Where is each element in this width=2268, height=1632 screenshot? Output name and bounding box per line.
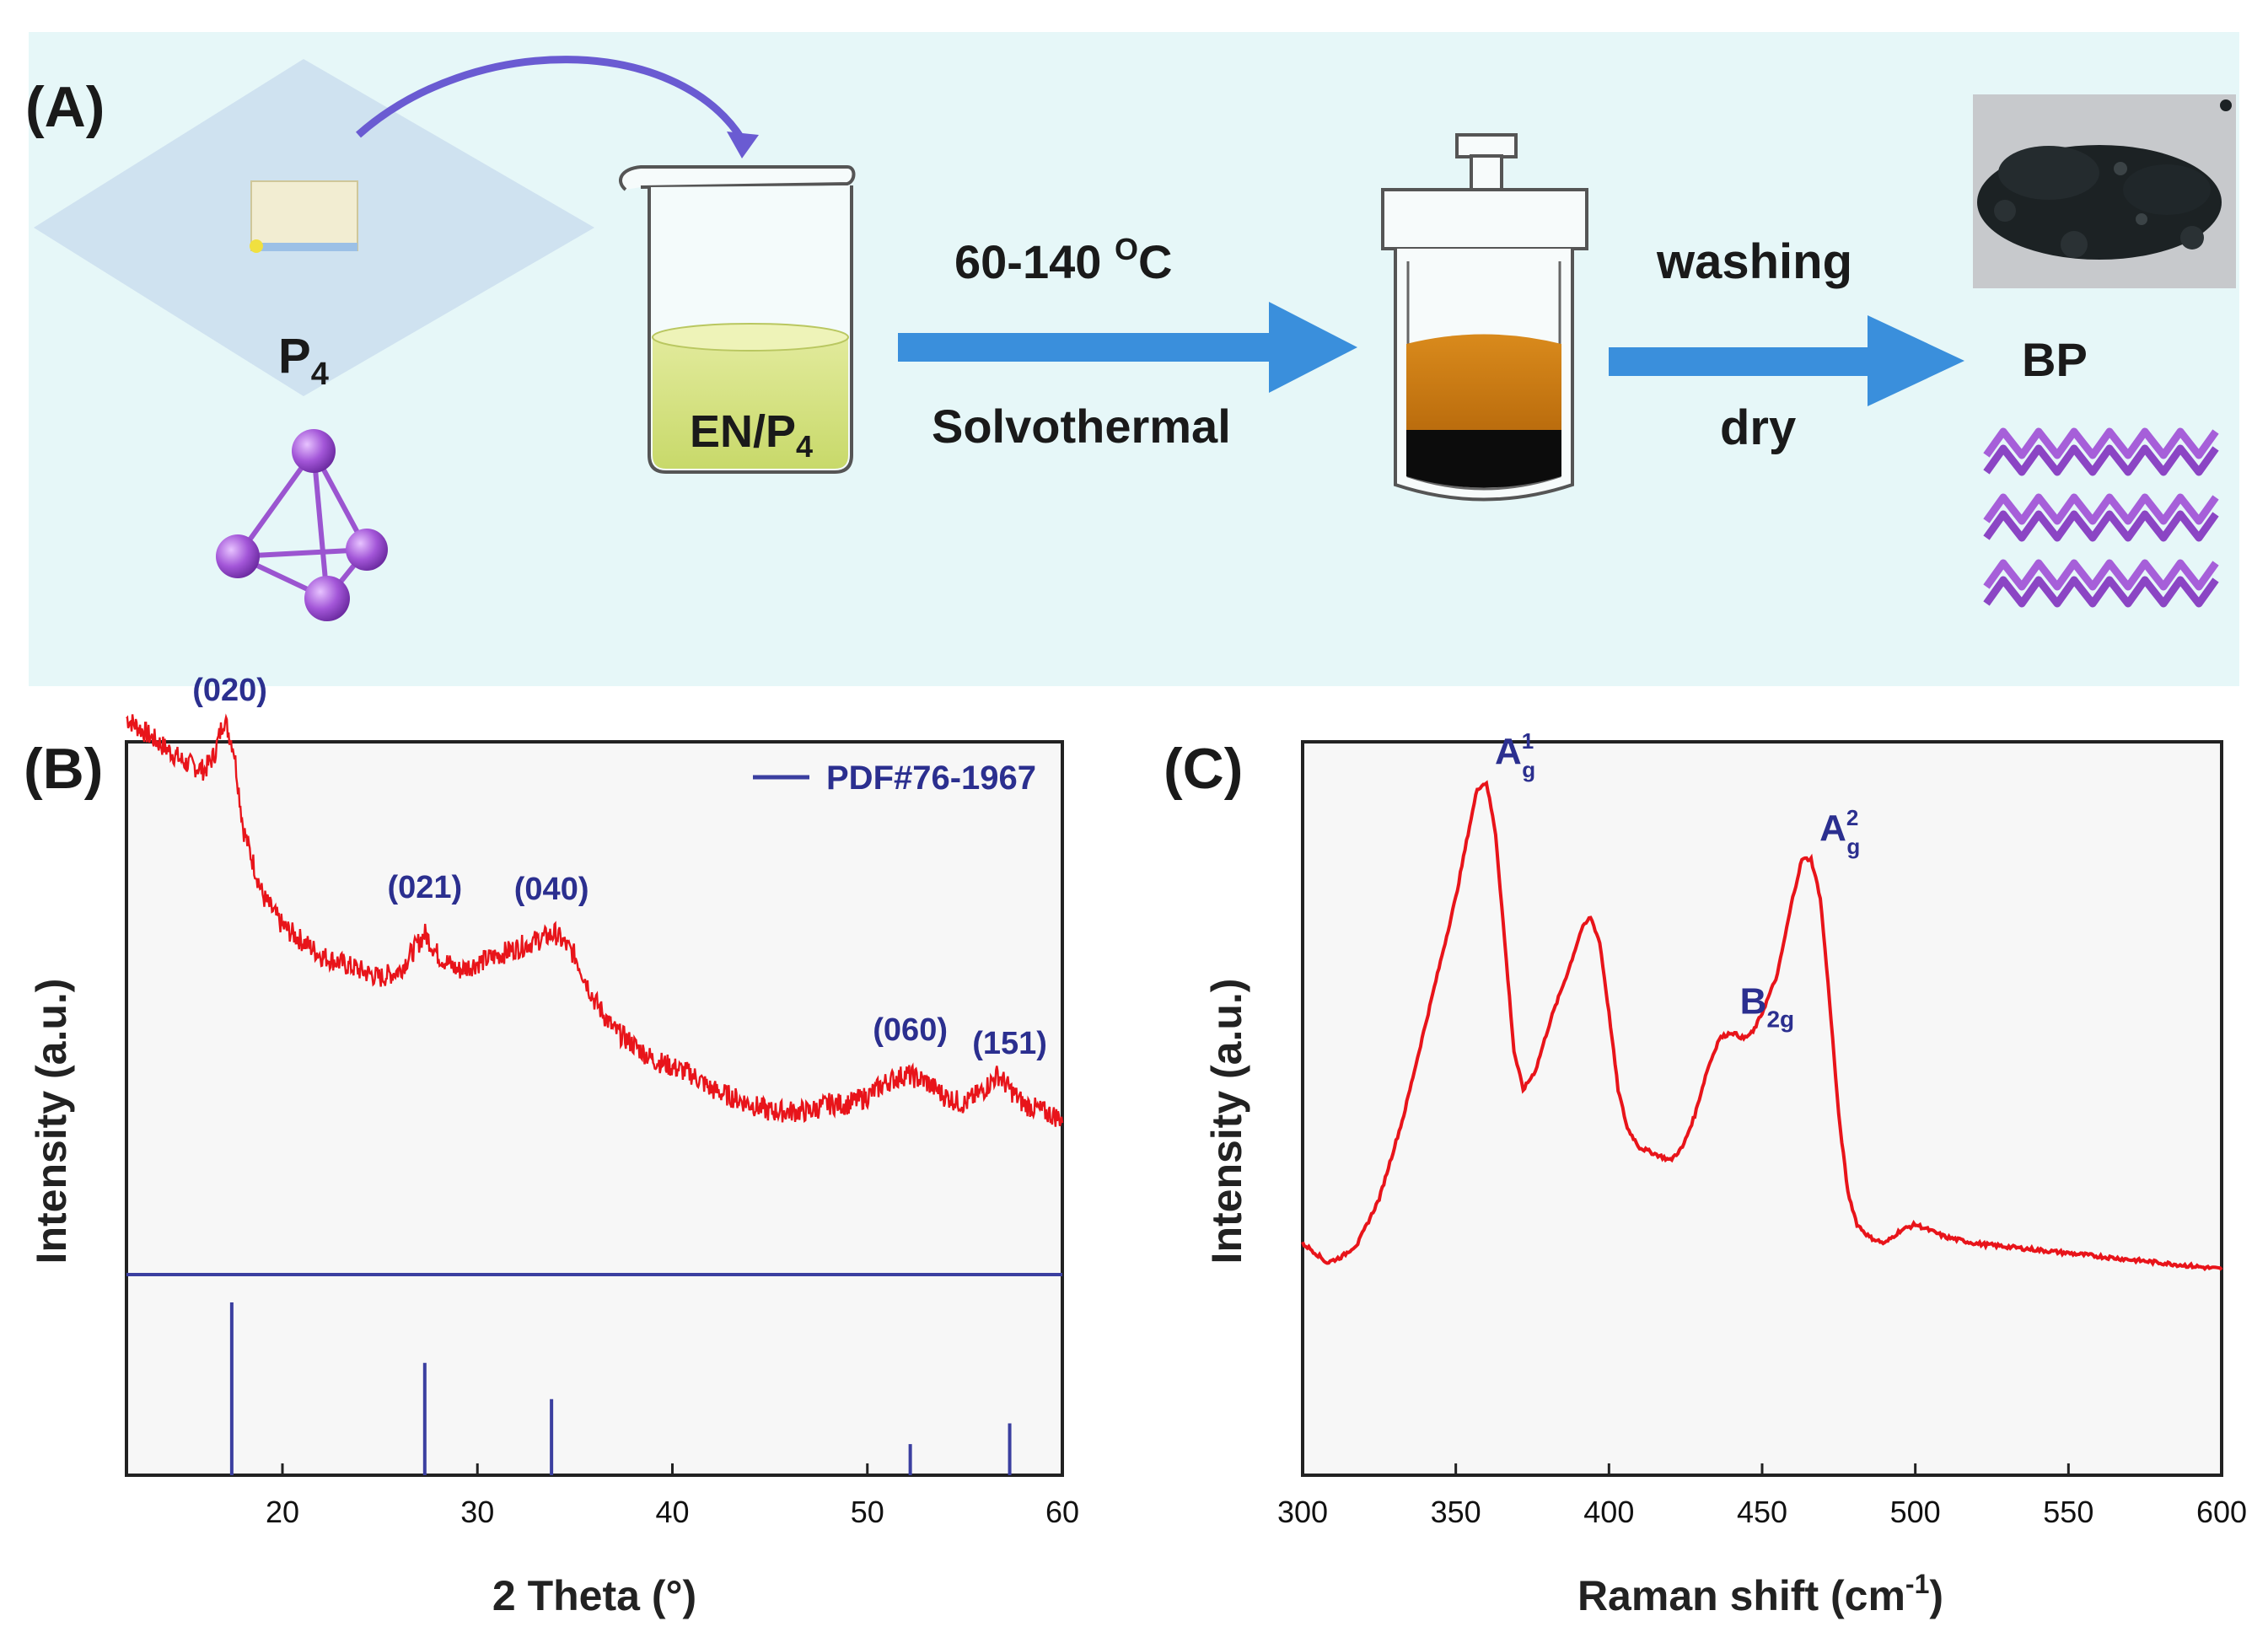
beaker: EN/P4 [619,165,856,474]
bp-label: BP [2022,333,2088,386]
xrd-y-axis-title: Intensity (a.u.) [28,979,75,1264]
process-arrow-2 [1609,315,1964,406]
xrd-x-axis-title: 2 Theta (°) [492,1572,696,1619]
raman-peak-label: A2 g [1819,805,1860,859]
xrd-x-tick-label: 60 [1045,1495,1079,1529]
raman-chart: A1 g B2g A2 g 300 350 400 450 500 550 600 [1277,728,2247,1529]
temperature-label: 60-140 OC [954,232,1172,288]
beaker-label: EN/P4 [690,406,813,464]
sample-mark [250,239,263,253]
xrd-peak-label: (021) [387,870,462,905]
legend-label: PDF#76-1967 [826,760,1036,797]
raman-x-tick-label: 300 [1277,1495,1328,1529]
process-arrow-1 [898,302,1357,393]
xrd-x-tick-label: 20 [266,1495,299,1529]
panel-b-label: (B) [24,737,103,801]
panel-b: (B) (020)(021) (040)(060) (151)20 30 40 50 60 … [24,673,1079,1619]
xrd-peak-label: (020) [192,673,267,708]
transfer-arrow-head [727,132,759,158]
raman-x-tick-label: 400 [1583,1495,1634,1529]
autoclave [1381,133,1588,502]
raman-x-tick-label: 500 [1890,1495,1941,1529]
washing-label: washing [1656,234,1852,289]
raman-peak-label: A1 g [1495,728,1535,782]
p4-molecule [216,429,388,621]
xrd-plot-area [125,740,1064,1477]
sample-shadow [251,243,357,251]
raman-peak-label: B2g [1740,980,1794,1032]
dry-label: dry [1720,400,1796,455]
raman-x-tick-label: 600 [2196,1495,2247,1529]
raman-curve [1301,780,2223,1272]
raman-y-axis-title: Intensity (a.u.) [1203,979,1250,1264]
xrd-peak-label: (151) [972,1026,1047,1061]
solvothermal-label: Solvothermal [932,400,1231,453]
xrd-peak-label: (040) [514,872,589,907]
transfer-arrow [356,56,745,142]
xrd-x-tick-label: 40 [655,1495,689,1529]
raman-x-tick-label: 350 [1431,1495,1481,1529]
raman-x-tick-label: 550 [2043,1495,2093,1529]
white-phosphorus-sample [250,180,358,251]
p4-label: P4 [278,329,329,392]
xrd-x-tick-label: 50 [851,1495,884,1529]
panel-a-label: (A) [25,75,105,139]
raman-x-tick-label: 450 [1737,1495,1787,1529]
panel-c-label: (C) [1164,737,1243,801]
raman-plot-area [1301,740,2223,1477]
xrd-peak-label: (060) [873,1012,948,1048]
raman-x-axis-title: Raman shift (cm-1) [1577,1569,1943,1619]
xrd-chart: (020) (021) (040) (060) (151) 20 30 40 50 60 [126,673,1079,1529]
xrd-curve [126,713,1064,1127]
xrd-x-tick-label: 30 [460,1495,494,1529]
bp-layer-structure [1983,427,2219,608]
black-phosphorus-photo [1973,94,2236,288]
panel-c: (C) A1 g B2g A2 g 300 350 400 450 500 550 600 Raman… [1164,728,2247,1619]
panel-a: (A) P4 [25,32,2239,686]
